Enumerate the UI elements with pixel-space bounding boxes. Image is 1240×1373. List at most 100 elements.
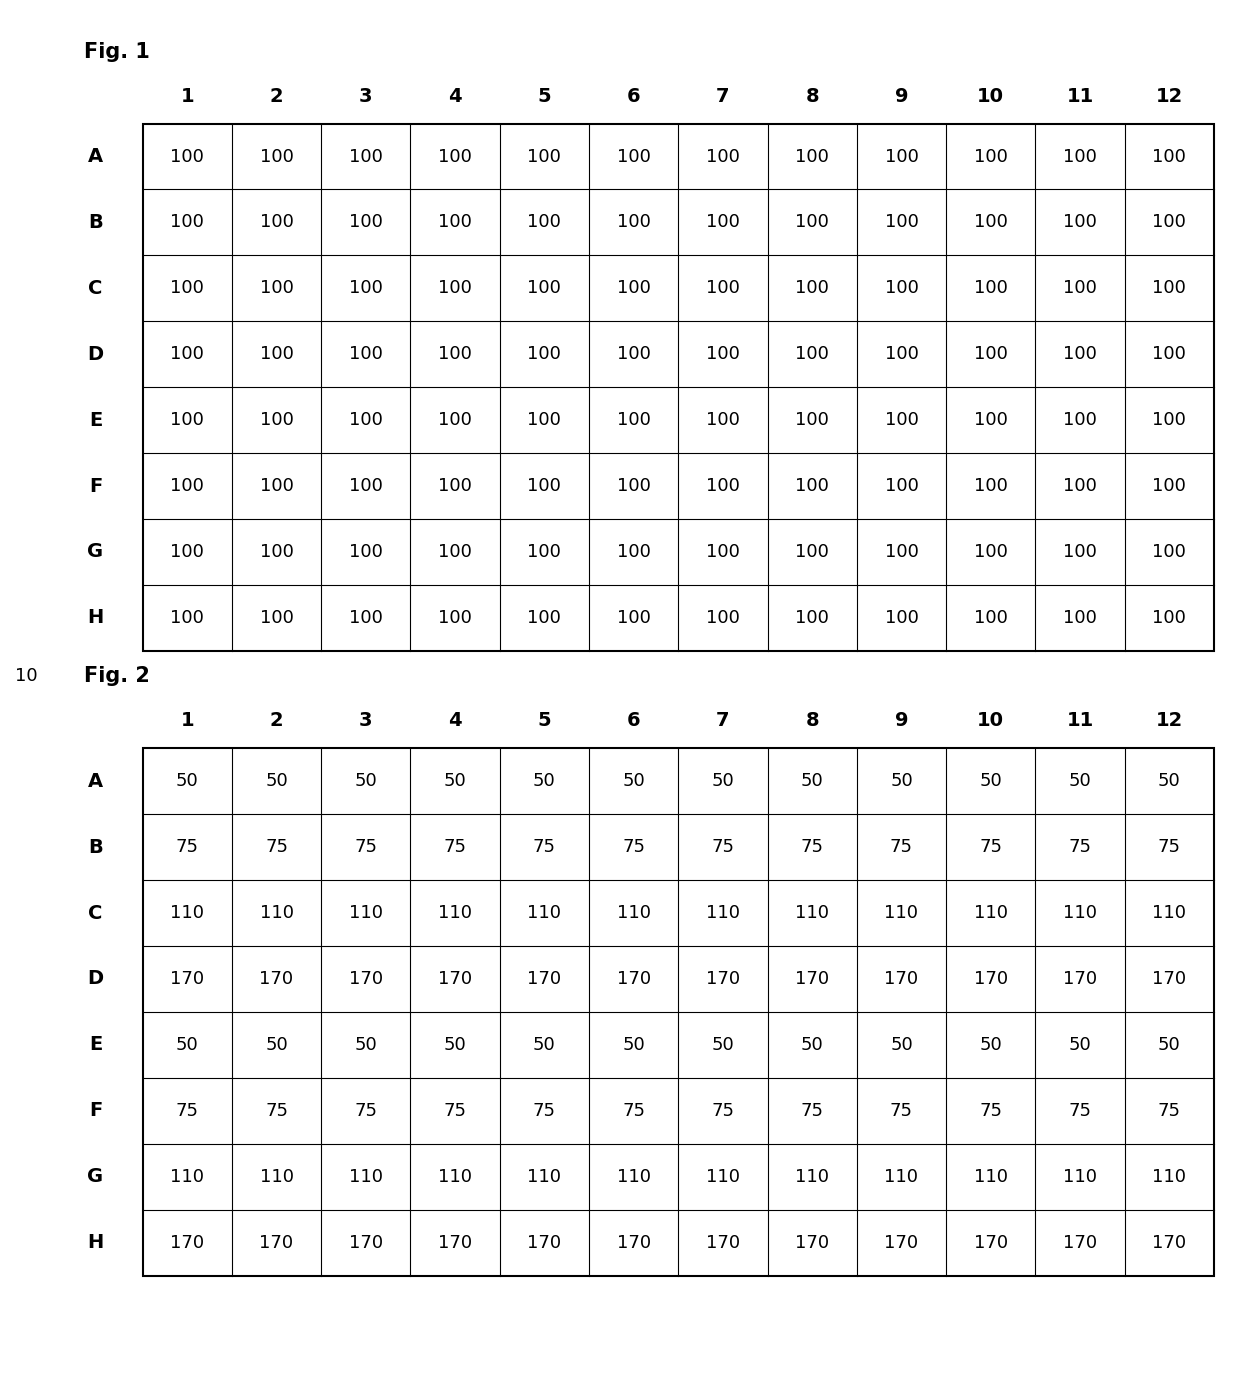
Text: 100: 100 [1152,345,1187,364]
Text: 4: 4 [449,711,461,730]
Text: 75: 75 [712,838,734,857]
Text: 2: 2 [270,711,283,730]
Text: 100: 100 [527,476,562,496]
Text: 8: 8 [806,711,818,730]
Text: 75: 75 [622,838,645,857]
Text: 75: 75 [890,838,913,857]
Text: 110: 110 [706,903,740,923]
Text: Fig. 1: Fig. 1 [84,43,150,62]
Text: 50: 50 [355,772,377,791]
Text: 50: 50 [1069,772,1091,791]
Text: 110: 110 [1152,1167,1187,1186]
Text: 100: 100 [706,411,740,430]
Text: 170: 170 [1152,1233,1187,1252]
Text: 110: 110 [795,1167,830,1186]
Text: 100: 100 [527,279,562,298]
Text: 100: 100 [884,542,919,562]
Text: 75: 75 [1158,1101,1180,1120]
Text: 170: 170 [795,1233,830,1252]
Text: 100: 100 [170,542,205,562]
Text: 75: 75 [980,838,1002,857]
Text: 50: 50 [265,1035,288,1054]
Text: 110: 110 [884,903,919,923]
Text: 11: 11 [1066,86,1094,106]
Text: 100: 100 [1063,345,1097,364]
Text: 170: 170 [527,1233,562,1252]
Text: 100: 100 [616,213,651,232]
Text: 110: 110 [1063,903,1097,923]
Text: 100: 100 [527,213,562,232]
Text: 100: 100 [973,608,1008,627]
Text: D: D [87,969,104,989]
Text: 100: 100 [438,542,472,562]
Text: 100: 100 [706,476,740,496]
Text: 170: 170 [616,1233,651,1252]
Text: 100: 100 [616,476,651,496]
Text: C: C [88,279,103,298]
Text: 50: 50 [980,772,1002,791]
Text: 100: 100 [259,476,294,496]
Text: 110: 110 [348,1167,383,1186]
Text: 100: 100 [1152,213,1187,232]
Text: 100: 100 [706,345,740,364]
Text: 50: 50 [980,1035,1002,1054]
Text: 50: 50 [533,1035,556,1054]
Text: 50: 50 [801,1035,823,1054]
Text: 100: 100 [616,542,651,562]
Text: A: A [88,147,103,166]
Text: Fig. 2: Fig. 2 [84,666,150,685]
Text: 75: 75 [444,838,466,857]
Text: 100: 100 [706,542,740,562]
Text: 75: 75 [801,838,823,857]
Text: 110: 110 [616,903,651,923]
Bar [143,748,1214,1276]
Text: 50: 50 [712,1035,734,1054]
Text: 100: 100 [616,608,651,627]
Text: 50: 50 [444,1035,466,1054]
Text: 75: 75 [533,1101,556,1120]
Text: C: C [88,903,103,923]
Text: 100: 100 [795,213,830,232]
Text: 75: 75 [176,1101,198,1120]
Text: 11: 11 [1066,711,1094,730]
Text: 100: 100 [438,608,472,627]
Text: 100: 100 [259,608,294,627]
Text: 5: 5 [538,711,551,730]
Text: 170: 170 [1152,969,1187,989]
Text: 50: 50 [355,1035,377,1054]
Text: 10: 10 [977,711,1004,730]
Text: B: B [88,213,103,232]
Text: 100: 100 [1063,542,1097,562]
Text: 170: 170 [706,1233,740,1252]
Text: 100: 100 [795,147,830,166]
Text: 100: 100 [527,345,562,364]
Text: 100: 100 [884,213,919,232]
Text: 100: 100 [884,345,919,364]
Text: 100: 100 [973,279,1008,298]
Text: 100: 100 [527,147,562,166]
Text: 75: 75 [890,1101,913,1120]
Text: 110: 110 [973,1167,1008,1186]
Text: 100: 100 [1152,411,1187,430]
Text: 50: 50 [176,772,198,791]
Text: 75: 75 [265,838,288,857]
Text: E: E [89,411,102,430]
Text: 100: 100 [348,345,383,364]
Text: 3: 3 [360,711,372,730]
Text: 50: 50 [801,772,823,791]
Text: 100: 100 [1063,411,1097,430]
Text: 110: 110 [438,903,472,923]
Text: 2: 2 [270,86,283,106]
Text: 100: 100 [973,345,1008,364]
Text: 100: 100 [170,279,205,298]
Text: 110: 110 [527,1167,562,1186]
Text: 100: 100 [1063,213,1097,232]
Text: 100: 100 [170,411,205,430]
Text: 100: 100 [348,542,383,562]
Text: 50: 50 [1158,772,1180,791]
Text: 100: 100 [884,147,919,166]
Text: 110: 110 [259,903,294,923]
Text: 100: 100 [438,345,472,364]
Text: 9: 9 [895,711,908,730]
Text: 100: 100 [170,476,205,496]
